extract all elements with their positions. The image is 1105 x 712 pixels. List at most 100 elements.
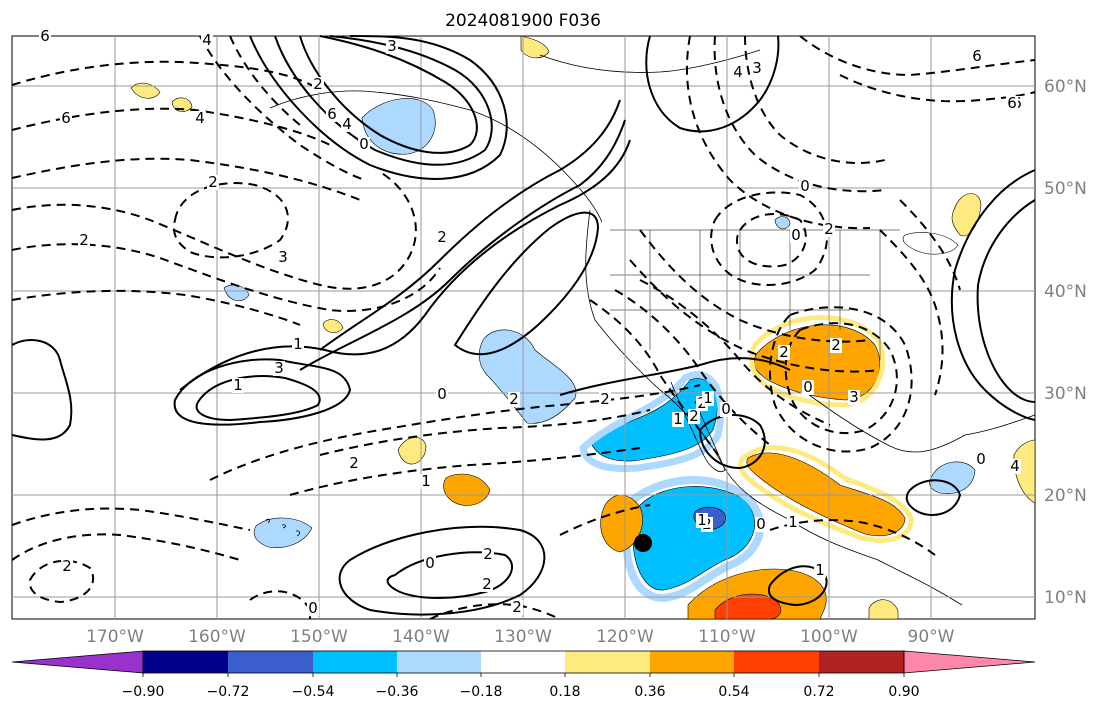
contour-label: 1 (421, 472, 431, 490)
dashed-contour-baja-1 (589, 299, 719, 456)
solid-contour-ridge-3 (179, 139, 631, 391)
solid-contour-caribbean (905, 479, 962, 516)
longitude-label: 110°W (698, 627, 756, 647)
storm-position-marker (634, 534, 652, 552)
contour-label-bg (273, 361, 285, 376)
contour-label-bg (720, 402, 732, 417)
dashed-contour-sw-2 (11, 507, 251, 531)
longitude-label: 100°W (800, 627, 858, 647)
dashed-contour-subtrop-2 (289, 447, 641, 496)
dashed-contour-east-1 (879, 229, 944, 396)
map-panel: 6436642364230642213102221022212210210112… (11, 27, 1036, 620)
solid-contour-ridge-2 (299, 119, 626, 371)
contour-label-bg (482, 547, 494, 562)
colorbar-tick-label: −0.36 (376, 684, 419, 700)
contour-label: 3 (278, 248, 288, 266)
positive-anomaly-central-america-edge (738, 445, 914, 543)
contour-label-bg (823, 222, 835, 237)
dashed-contour-north-east-2 (839, 74, 1036, 103)
baja-peninsula (670, 381, 726, 473)
contour-label-bg (78, 233, 90, 248)
contour-label-bg (732, 65, 744, 80)
dashed-contour-north-pacific-1 (11, 60, 321, 91)
contour-label-bg (787, 515, 799, 530)
dashed-contour-subtrop-1 (209, 384, 701, 481)
contour-label-bg (975, 452, 987, 467)
positive-anomaly-small-2 (322, 319, 344, 333)
shading-layer (130, 35, 1036, 620)
negative-anomaly-caribbean (929, 461, 976, 494)
gridline-layer (12, 36, 1035, 619)
contour-label-bg (1009, 459, 1021, 474)
latitude-label: 10°N (1044, 588, 1087, 608)
contour-label-bg (799, 179, 811, 194)
colorbar-segments (11, 650, 1036, 674)
contour-label-bg (207, 175, 219, 190)
negative-anomaly-west-coast (478, 329, 577, 424)
contour-label: 2 (831, 336, 841, 354)
dashed-contour-sw-loop (28, 559, 95, 604)
solid-contour-baja-zero (559, 357, 791, 396)
colorbar-tick-label: 0.90 (888, 684, 919, 700)
dashed-contour-trough-1 (11, 171, 417, 290)
contour-label: 2 (600, 390, 610, 408)
dashed-contour-sw-1 (11, 533, 241, 561)
solid-contour-west-coast-loop (453, 211, 600, 356)
contour-label-bg (696, 513, 708, 528)
contour-label-bg (971, 49, 983, 64)
contour-label: 1 (293, 335, 303, 353)
contour-label-bg (802, 380, 814, 395)
negative-anomaly-gulf-alaska (361, 98, 436, 155)
positive-anomaly-small-3 (397, 437, 427, 465)
dashed-contour-plains-loop-inner (735, 213, 807, 268)
colorbar-segment (313, 651, 397, 673)
solid-contour-high-center (173, 358, 352, 426)
contour-label: 0 (308, 599, 318, 617)
dashed-contour-eastern-pacific-south (559, 504, 651, 536)
colorbar-segment (481, 651, 565, 673)
colorbar-tick-label: −0.54 (292, 684, 335, 700)
contour-label: 0 (791, 226, 801, 244)
positive-anomaly-caribbean (1013, 439, 1036, 504)
contour-label-bg (848, 390, 860, 405)
solid-contour-south-low (338, 525, 546, 616)
contour-label-bg (61, 559, 73, 574)
colorbar-tick-label: −0.90 (122, 684, 165, 700)
contour-label-bg (511, 600, 523, 615)
longitude-label: 170°W (86, 627, 144, 647)
contour-label: 0 (756, 515, 766, 533)
contour-label: 1 (233, 376, 243, 394)
solid-contour-high-center-inner (195, 375, 321, 422)
contour-layer (11, 35, 1036, 616)
longitude-label: 160°W (188, 627, 246, 647)
contour-label: 3 (752, 59, 762, 77)
dashed-contour-canada-2 (713, 35, 886, 193)
solid-contour-west-edge (11, 339, 73, 441)
contour-label-bg (436, 387, 448, 402)
colorbar-tick-label: −0.18 (460, 684, 503, 700)
colorbar-segment (734, 651, 819, 673)
solid-contour-gulf-alaska-3 (249, 35, 508, 180)
contour-label: 0 (800, 177, 810, 195)
contour-label: 2 (824, 220, 834, 238)
contour-label-bg (599, 392, 611, 407)
contour-label: 6 (61, 109, 71, 127)
dashed-contour-bottom-2 (429, 603, 561, 620)
contour-label-bg (508, 392, 520, 407)
latitude-label: 30°N (1044, 384, 1087, 404)
dashed-contour-baja-3 (639, 279, 831, 426)
colorbar-tick-label: 0.72 (803, 684, 834, 700)
dashed-contour-canada-1 (744, 35, 886, 164)
positive-anomaly-far-south (868, 599, 899, 620)
latitude-label: 60°N (1044, 77, 1087, 97)
solid-contour-east-1 (950, 169, 1036, 421)
contour-label: 0 (437, 385, 447, 403)
contour-label-bg (201, 33, 213, 48)
contour-label: 2 (689, 407, 699, 425)
colorbar-tick-label: −0.72 (207, 684, 250, 700)
colorbar-segment (565, 651, 650, 673)
contour-label: 4 (733, 63, 743, 81)
dashed-contour-trough-3 (11, 289, 301, 326)
alaska-coast (269, 90, 603, 223)
longitude-label: 150°W (290, 627, 348, 647)
